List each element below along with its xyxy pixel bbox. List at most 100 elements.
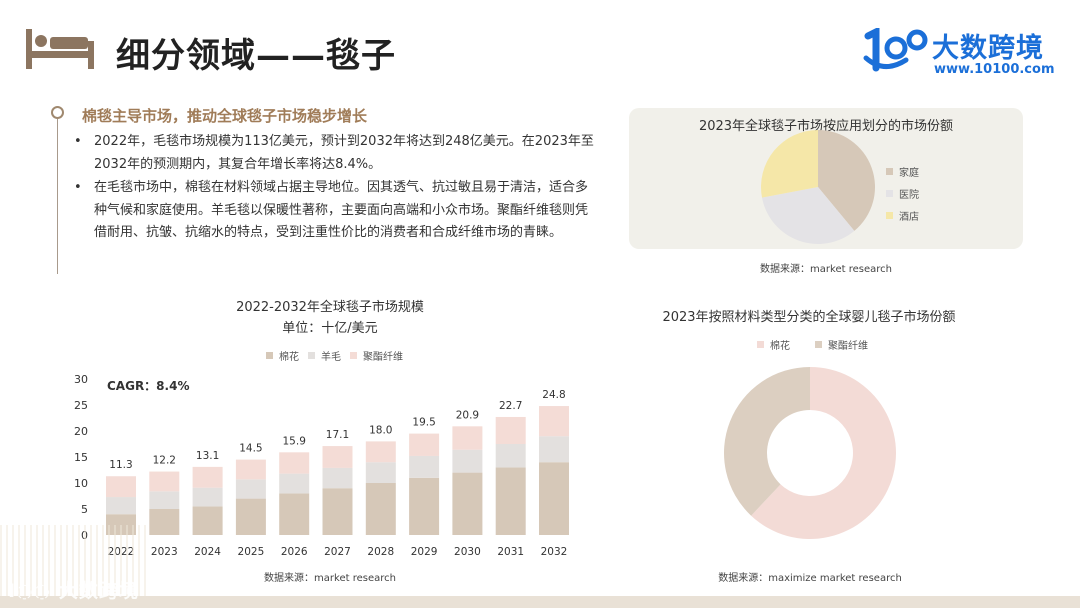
bar-total-label: 18.0 xyxy=(369,424,392,436)
bar-total-label: 22.7 xyxy=(499,400,522,412)
bar-segment xyxy=(539,462,569,535)
timeline-dot-icon xyxy=(51,106,64,119)
pie-source: 数据来源：market research xyxy=(760,264,892,275)
timeline-line xyxy=(57,118,58,274)
material-donut-chart xyxy=(724,367,896,539)
donut-legend-label: 棉花 xyxy=(770,341,790,352)
legend-swatch xyxy=(886,211,893,219)
legend-swatch xyxy=(886,167,893,175)
x-tick-label: 2024 xyxy=(194,546,221,558)
pie-legend-item: 医院 xyxy=(886,182,919,204)
bar-segment xyxy=(106,476,136,498)
bar-legend-label: 聚酯纤维 xyxy=(363,352,403,363)
y-tick-label: 10 xyxy=(74,477,88,490)
donut-chart-title: 2023年按照材料类型分类的全球婴儿毯子市场份额 xyxy=(662,310,956,325)
bar-segment xyxy=(452,449,483,473)
bar-segment xyxy=(149,509,180,535)
bar-total-label: 19.5 xyxy=(412,417,435,429)
pie-legend-item: 酒店 xyxy=(886,204,919,226)
pie-legend-label: 家庭 xyxy=(899,167,919,179)
y-tick-label: 30 xyxy=(74,373,88,386)
bed-icon xyxy=(26,29,94,69)
donut-source: 数据来源：maximize market research xyxy=(718,573,902,584)
bar-segment xyxy=(149,491,180,509)
x-tick-label: 2026 xyxy=(281,546,308,558)
donut-legend-item: 聚酯纤维 xyxy=(815,337,868,352)
pie-legend: 家庭 医院 酒店 xyxy=(886,160,919,226)
pie-legend-label: 酒店 xyxy=(899,211,919,223)
y-tick-label: 20 xyxy=(74,425,88,438)
pie-legend-item: 家庭 xyxy=(886,160,919,182)
bar-legend-item: 聚酯纤维 xyxy=(350,348,403,363)
x-tick-label: 2030 xyxy=(454,546,481,558)
page-title: 细分领域——毯子 xyxy=(116,36,396,76)
bar-total-label: 13.1 xyxy=(196,450,219,462)
application-pie-chart xyxy=(761,130,875,244)
bar-segment xyxy=(322,467,353,489)
bar-segment xyxy=(539,406,569,437)
bar-segment xyxy=(409,455,440,478)
bar-segment xyxy=(149,471,180,492)
bar-total-label: 17.1 xyxy=(326,429,349,441)
bar-total-label: 12.2 xyxy=(153,455,176,467)
bar-source: 数据来源：market research xyxy=(264,573,396,584)
legend-swatch xyxy=(815,341,822,348)
bar-segment xyxy=(279,473,310,494)
bar-total-label: 15.9 xyxy=(283,435,306,447)
x-tick-label: 2025 xyxy=(238,546,265,558)
bar-segment xyxy=(452,426,483,450)
x-tick-label: 2023 xyxy=(151,546,178,558)
legend-swatch xyxy=(886,189,893,197)
bar-segment xyxy=(192,466,223,488)
bar-chart-subtitle: 单位：十亿/美元 xyxy=(282,321,378,336)
section-heading: 棉毯主导市场，推动全球毯子市场稳步增长 xyxy=(82,107,368,125)
bar-segment xyxy=(365,462,396,483)
bar-total-label: 14.5 xyxy=(239,443,262,455)
bar-segment xyxy=(192,506,223,535)
x-tick-label: 2027 xyxy=(324,546,351,558)
bar-segment xyxy=(365,441,396,463)
bullet-list: 2022年，毛毯市场规模为113亿美元，预计到2032年将达到248亿美元。在2… xyxy=(72,131,598,246)
pie-chart-title: 2023年全球毯子市场按应用划分的市场份额 xyxy=(698,119,954,134)
application-pie-panel: 2023年全球毯子市场按应用划分的市场份额 家庭 医院 酒店 xyxy=(629,108,1023,249)
bar-segment xyxy=(106,497,136,515)
bar-segment xyxy=(322,446,353,468)
legend-swatch xyxy=(350,352,357,359)
bullet-item: 2022年，毛毯市场规模为113亿美元，预计到2032年将达到248亿美元。在2… xyxy=(72,131,598,176)
bottom-band xyxy=(0,596,1080,608)
y-tick-label: 15 xyxy=(74,451,88,464)
bar-legend: 棉花 羊毛 聚酯纤维 xyxy=(266,348,412,363)
x-tick-label: 2032 xyxy=(541,546,568,558)
pie-slice xyxy=(761,130,818,198)
bar-segment xyxy=(495,416,526,444)
x-tick-label: 2028 xyxy=(367,546,394,558)
bar-segment xyxy=(235,498,266,535)
bar-segment xyxy=(409,433,440,456)
bar-segment xyxy=(322,488,353,535)
x-tick-label: 2029 xyxy=(411,546,438,558)
bar-segment xyxy=(235,479,266,499)
legend-swatch xyxy=(308,352,315,359)
bar-segment xyxy=(495,444,526,468)
donut-legend-label: 聚酯纤维 xyxy=(828,341,868,352)
pie-slice xyxy=(762,187,855,244)
donut-slice xyxy=(724,367,810,516)
bar-total-label: 24.8 xyxy=(542,389,565,401)
bar-total-label: 11.3 xyxy=(109,459,132,471)
logo-mark-icon xyxy=(863,28,928,72)
pie-slice xyxy=(818,130,875,231)
bar-segment xyxy=(279,493,310,535)
bar-legend-label: 羊毛 xyxy=(321,352,341,363)
bar-segment xyxy=(365,483,396,535)
bullet-item: 在毛毯市场中，棉毯在材料领域占据主导地位。因其透气、抗过敏且易于清洁，适合多种气… xyxy=(72,177,598,245)
bar-segment xyxy=(409,477,440,535)
decorative-stripes xyxy=(0,525,150,608)
bar-segment xyxy=(235,459,266,480)
watermark-text: 大数跨境 xyxy=(58,580,139,602)
bar-legend-label: 棉花 xyxy=(279,352,299,363)
legend-swatch xyxy=(757,341,764,348)
bar-chart-title: 2022-2032年全球毯子市场规模 xyxy=(236,300,424,315)
bar-legend-item: 棉花 xyxy=(266,348,299,363)
bar-total-label: 20.9 xyxy=(456,409,479,421)
donut-slice xyxy=(751,367,896,539)
